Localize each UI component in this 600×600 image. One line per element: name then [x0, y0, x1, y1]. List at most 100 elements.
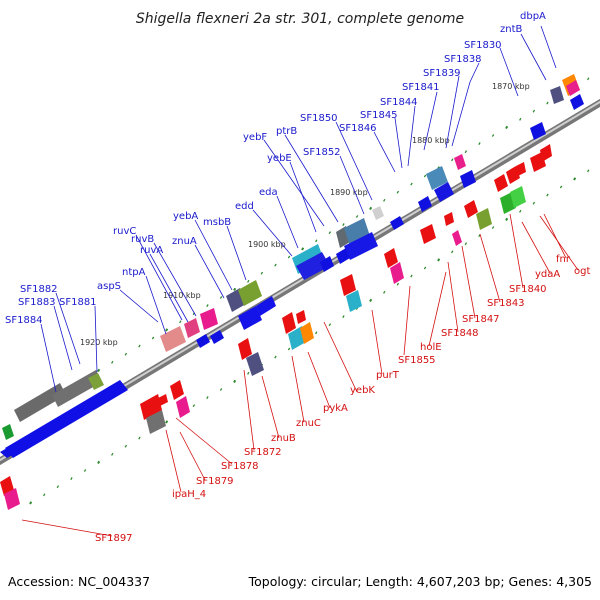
tick-mark: [369, 298, 373, 303]
tick-mark: [29, 501, 33, 505]
gene-block: [246, 352, 264, 376]
gene-label-edd[interactable]: edd: [235, 201, 254, 212]
gene-label-ogt[interactable]: ogt: [574, 266, 590, 277]
gene-label-ntpa[interactable]: ntpA: [122, 267, 146, 278]
tick-mark: [165, 328, 169, 332]
gene-label-sf1897[interactable]: SF1897: [95, 533, 133, 544]
gene-label-sf1878[interactable]: SF1878: [221, 461, 259, 472]
tick-mark: [43, 493, 46, 497]
gene-label-yebf[interactable]: yebF: [243, 132, 267, 143]
gene-label-sf1852[interactable]: SF1852: [303, 147, 341, 158]
gene-label-ydaa[interactable]: ydaA: [535, 269, 560, 280]
tick-mark: [83, 469, 87, 472]
gene-label-sf1830[interactable]: SF1830: [464, 40, 502, 51]
tick-mark: [546, 193, 549, 197]
gene-label-sf1845[interactable]: SF1845: [360, 110, 398, 121]
gene-label-sf1879[interactable]: SF1879: [196, 476, 234, 487]
gene-block: [4, 488, 20, 510]
gene-label-fnr[interactable]: fnr: [556, 254, 571, 265]
gene-label-sf1841[interactable]: SF1841: [402, 82, 440, 93]
tick-mark: [328, 231, 332, 235]
callout-lines: [21, 25, 579, 537]
gene-label-sf1872[interactable]: SF1872: [244, 447, 282, 458]
gene-label-dbpa[interactable]: dbpA: [520, 11, 546, 22]
tick-mark: [464, 242, 468, 246]
gene-label-sf1883[interactable]: SF1883: [18, 297, 56, 308]
tick-mark: [587, 169, 590, 173]
gene-arrow: [390, 216, 404, 230]
gene-label-purt[interactable]: purT: [376, 370, 400, 381]
gene-label-sf1846[interactable]: SF1846: [339, 123, 377, 134]
gene-label-sf1844[interactable]: SF1844: [380, 97, 418, 108]
gene-arrow: [516, 162, 526, 176]
tick-mark: [138, 344, 141, 348]
gene-block: [384, 248, 398, 268]
gene-label-sf1848[interactable]: SF1848: [441, 328, 479, 339]
gene-block: [282, 312, 296, 334]
gene-label-sf1847[interactable]: SF1847: [462, 314, 500, 325]
gene-label-hole[interactable]: holE: [420, 342, 442, 353]
tick-mark: [532, 201, 536, 205]
tick-mark: [274, 263, 277, 267]
tick-mark: [260, 271, 264, 275]
gene-label-ipah-4[interactable]: ipaH_4: [172, 489, 206, 500]
tick-mark: [491, 226, 495, 229]
gene-arrow: [570, 94, 584, 110]
gene-label-sf1838[interactable]: SF1838: [444, 54, 482, 65]
reverse-gene-labels: fnr ogt ydaA SF1840 SF1843 SF1847 SF1848…: [95, 254, 590, 544]
gene-arrow: [320, 256, 334, 272]
gene-label-ruvc[interactable]: ruvC: [113, 226, 136, 237]
gene-label-sf1850[interactable]: SF1850: [300, 113, 338, 124]
tick-mark: [505, 217, 509, 222]
gene-label-znuc[interactable]: znuC: [296, 418, 321, 429]
gene-label-sf1882[interactable]: SF1882: [20, 284, 58, 295]
tick-mark: [505, 125, 509, 130]
gene-label-ruvb[interactable]: ruvB: [131, 234, 154, 245]
gene-arrow: [460, 170, 476, 188]
gene-label-znub[interactable]: znuB: [271, 433, 296, 444]
gene-label-sf1839[interactable]: SF1839: [423, 68, 461, 79]
gene-arrow: [238, 306, 262, 330]
gene-block: [550, 86, 564, 104]
gene-label-asps[interactable]: aspS: [97, 281, 121, 292]
gene-label-ptrb[interactable]: ptrB: [276, 126, 297, 137]
tick-mark: [491, 134, 495, 137]
gene-block: [510, 186, 526, 208]
gene-label-sf1855[interactable]: SF1855: [398, 355, 436, 366]
gene-label-eda[interactable]: eda: [259, 187, 278, 198]
gene-label-msbb[interactable]: msbB: [203, 217, 231, 228]
gene-label-znua[interactable]: znuA: [172, 236, 197, 247]
tick-mark: [369, 206, 373, 211]
kbp-label-1880: 1880 kbp: [412, 136, 450, 145]
tick-mark: [111, 452, 114, 456]
genome-summary-text: Topology: circular; Length: 4,607,203 bp…: [248, 574, 592, 589]
gene-block: [88, 373, 104, 390]
map-title: Shigella flexneri 2a str. 301, complete …: [136, 11, 464, 27]
gene-label-zntb[interactable]: zntB: [500, 24, 523, 35]
tick-mark: [287, 255, 291, 259]
tick-mark: [546, 101, 549, 105]
gene-label-sf1881[interactable]: SF1881: [59, 297, 97, 308]
tick-mark: [124, 444, 128, 448]
tick-mark: [301, 247, 305, 251]
gene-label-sf1840[interactable]: SF1840: [509, 284, 547, 295]
gene-block: [452, 230, 462, 246]
tick-mark: [451, 250, 454, 254]
gene-block: [2, 424, 14, 440]
tick-mark: [233, 379, 237, 384]
gene-label-yeba[interactable]: yebA: [173, 211, 198, 222]
gene-label-sf1843[interactable]: SF1843: [487, 298, 525, 309]
gene-label-pyka[interactable]: pykA: [323, 403, 348, 414]
tick-mark: [383, 290, 386, 294]
tick-mark: [233, 287, 237, 292]
gene-block: [372, 206, 384, 220]
gene-label-yebe[interactable]: yebE: [267, 153, 292, 164]
tick-mark: [97, 368, 101, 373]
kbp-scale: 1870 kbp 1880 kbp 1890 kbp 1900 kbp 1910…: [80, 82, 530, 347]
tick-mark: [396, 282, 400, 286]
gene-label-sf1884[interactable]: SF1884: [5, 315, 43, 326]
tick-mark: [410, 274, 413, 278]
gene-label-ruva[interactable]: ruvA: [140, 245, 163, 256]
gene-block: [340, 274, 356, 296]
gene-label-yebk[interactable]: yebK: [350, 385, 375, 396]
